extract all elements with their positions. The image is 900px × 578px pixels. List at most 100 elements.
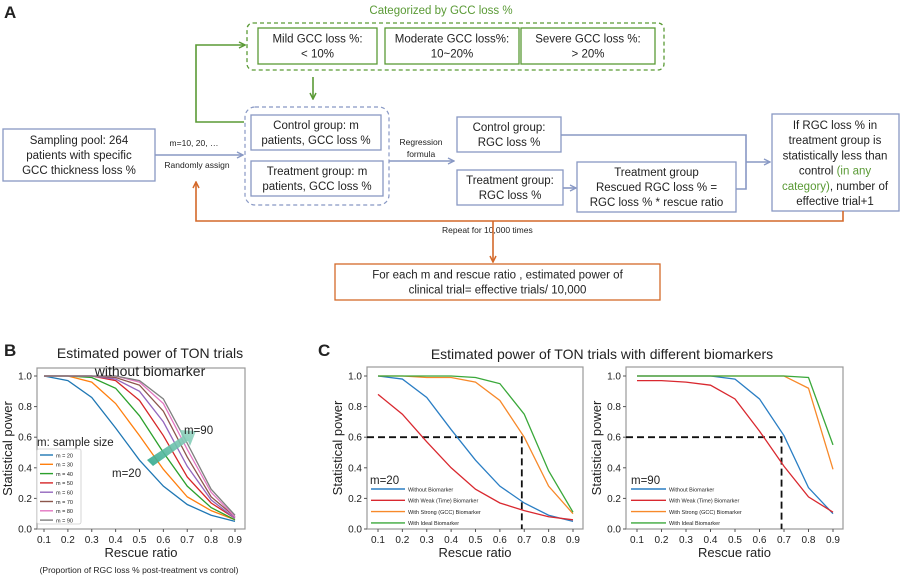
sampling-pool-box-text: GCC thickness loss % bbox=[22, 165, 136, 177]
series-line-without-biomarker bbox=[377, 375, 574, 522]
rescued-rgc-box-text: Rescued RGC loss % = bbox=[596, 182, 717, 194]
annotation-m20: m=20 bbox=[112, 468, 141, 480]
y-tick-label: 1.0 bbox=[607, 372, 621, 383]
result-box-text: For each m and rescue ratio , estimated … bbox=[372, 270, 623, 282]
result-box bbox=[334, 263, 661, 301]
y-tick-label: 0.8 bbox=[348, 402, 362, 413]
series-line-with-ideal-biomarker bbox=[378, 375, 574, 513]
decision-line: effective trial+1 bbox=[796, 196, 873, 208]
category-group-border bbox=[246, 22, 665, 71]
assign-label-bottom: Randomly assign bbox=[164, 160, 229, 170]
x-tick-label: 0.5 bbox=[728, 535, 742, 546]
legend-entry: With Weak (Time) Biomarker bbox=[669, 499, 739, 505]
x-tick-label: 0.2 bbox=[655, 535, 669, 546]
plot-frame bbox=[366, 366, 584, 530]
x-tick-label: 0.9 bbox=[566, 535, 580, 546]
decision-line: statistically less than bbox=[783, 150, 888, 162]
category-title: Categorized by GCC loss % bbox=[369, 5, 512, 17]
y-axis-label: Statistical power bbox=[589, 400, 604, 495]
series-line-with-weak-time-biomarker bbox=[637, 379, 834, 513]
category-box-mild-text: Mild GCC loss %: bbox=[272, 34, 362, 46]
x-tick-label: 0.1 bbox=[37, 535, 51, 546]
x-tick-label: 0.3 bbox=[85, 535, 99, 546]
treatment-gcc-box bbox=[250, 160, 384, 197]
y-tick-label: 0.6 bbox=[607, 433, 621, 444]
category-box-severe bbox=[520, 27, 656, 65]
legend-entry: m = 60 bbox=[56, 491, 73, 497]
x-tick-label: 0.7 bbox=[517, 535, 531, 546]
decision-text: treatment group is bbox=[789, 135, 882, 147]
legend-entry: m = 30 bbox=[56, 463, 73, 469]
x-tick-label: 0.1 bbox=[371, 535, 385, 546]
rescued-rgc-box-text: RGC loss % * rescue ratio bbox=[590, 197, 724, 209]
y-axis-label: Statistical power bbox=[0, 401, 15, 496]
legend-entry: Without Biomarker bbox=[408, 487, 453, 493]
legend-title: m: sample size bbox=[37, 437, 114, 449]
chart-title: without biomarker bbox=[94, 363, 206, 379]
legend-entry: m = 70 bbox=[56, 500, 73, 506]
category-box-severe-text: Severe GCC loss %: bbox=[535, 34, 640, 46]
chart-B: 0.0 0.2 0.4 0.6 0.8 1.0 0.1 0.2 0.3 0.4 0.5 0.6 0.7 0… bbox=[0, 345, 246, 575]
treatment-gcc-box-text: patients, GCC loss % bbox=[262, 181, 371, 193]
annotation-m90: m=90 bbox=[184, 425, 213, 437]
series-line-with-weak-time-biomarker bbox=[377, 393, 574, 521]
x-axis-label: Rescue ratio bbox=[105, 545, 178, 560]
series-line-m-30 bbox=[44, 375, 236, 521]
decision-line: category), number of bbox=[782, 181, 889, 193]
panel-label-b: B bbox=[4, 341, 16, 360]
treatment-rgc-box-text: RGC loss % bbox=[479, 190, 542, 202]
sampling-pool-box-text: patients with specific bbox=[26, 150, 132, 162]
legend-entry: With Ideal Biomarker bbox=[669, 521, 720, 527]
category-box-moderate bbox=[384, 27, 520, 65]
y-tick-label: 1.0 bbox=[348, 372, 362, 383]
legend-entry: With Ideal Biomarker bbox=[408, 521, 459, 527]
y-tick-label: 0.4 bbox=[607, 463, 621, 474]
chart-C2: 0.0 0.2 0.4 0.6 0.8 1.0 0.1 0.2 0.3 0.4 0.5 0.6 0.7 0… bbox=[589, 366, 844, 560]
x-tick-label: 0.3 bbox=[420, 535, 434, 546]
rescued-rgc-box bbox=[576, 161, 737, 213]
control-rgc-box-text: Control group: bbox=[473, 122, 546, 134]
legend-entry: With Strong (GCC) Biomarker bbox=[408, 510, 481, 516]
legend-entry: m = 20 bbox=[56, 453, 73, 459]
legend-entry: m = 90 bbox=[56, 518, 73, 524]
sampling-pool-box-text: Sampling pool: 264 bbox=[30, 135, 129, 147]
decision-text: , number of bbox=[830, 181, 889, 193]
x-tick-label: 0.8 bbox=[802, 535, 816, 546]
chart-title: Estimated power of TON trials bbox=[57, 345, 243, 361]
decision-highlight: (in any bbox=[837, 166, 872, 178]
x-tick-label: 0.3 bbox=[679, 535, 693, 546]
legend-title: m=90 bbox=[631, 475, 660, 487]
decision-line: treatment group is bbox=[789, 135, 882, 147]
x-tick-label: 0.5 bbox=[469, 535, 483, 546]
y-tick-label: 1.0 bbox=[18, 372, 32, 383]
x-tick-label: 0.6 bbox=[156, 535, 170, 546]
decision-text: control bbox=[799, 166, 837, 178]
regression-label: formula bbox=[407, 149, 436, 159]
decision-line: control (in any bbox=[799, 166, 871, 178]
y-tick-label: 0.4 bbox=[348, 463, 362, 474]
legend-entry: m = 80 bbox=[56, 509, 73, 515]
assign-label-top: m=10, 20, … bbox=[170, 138, 219, 148]
legend-entry: With Strong (GCC) Biomarker bbox=[669, 510, 742, 516]
treatment-rgc-box-text: Treatment group: bbox=[466, 175, 554, 187]
decision-text: effective trial+1 bbox=[796, 196, 873, 208]
decision-highlight: category) bbox=[782, 181, 830, 193]
groups-border bbox=[244, 106, 390, 206]
x-tick-label: 0.9 bbox=[826, 535, 840, 546]
control-gcc-box bbox=[250, 114, 382, 151]
flow-diagram: Categorized by GCC loss % Mild GCC loss %… bbox=[2, 5, 900, 301]
x-axis-label: Rescue ratio bbox=[698, 545, 771, 560]
y-tick-label: 0.8 bbox=[607, 402, 621, 413]
arrow-groups-to-category bbox=[195, 45, 245, 123]
decision-line: If RGC loss % in bbox=[793, 120, 877, 132]
series-line-m-20 bbox=[43, 375, 236, 522]
control-gcc-box-text: Control group: m bbox=[273, 120, 359, 132]
x-tick-label: 0.9 bbox=[228, 535, 242, 546]
chart-title: Estimated power of TON trials with diffe… bbox=[431, 346, 773, 362]
x-tick-label: 0.7 bbox=[777, 535, 791, 546]
decision-box bbox=[771, 113, 900, 212]
x-tick-label: 0.4 bbox=[109, 535, 123, 546]
treatment-rgc-box bbox=[456, 169, 564, 206]
legend-entry: m = 40 bbox=[56, 472, 73, 478]
